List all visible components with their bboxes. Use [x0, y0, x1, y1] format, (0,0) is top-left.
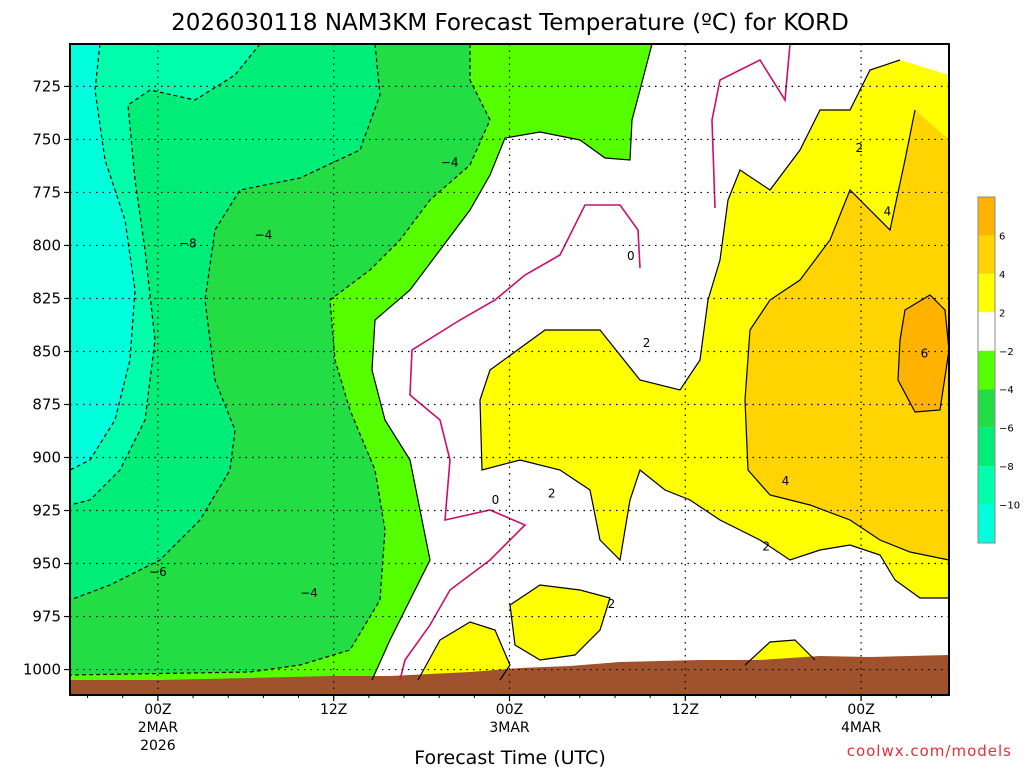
- field-band-6-8: [898, 295, 949, 412]
- contour-label: −8: [179, 236, 197, 250]
- temperature-field: [70, 44, 949, 695]
- field-band-minus12-minus10: [70, 44, 135, 470]
- color-bar-label: −6: [999, 424, 1014, 435]
- contour-minus8: [70, 44, 261, 506]
- y-tick-label: 750: [32, 130, 61, 148]
- color-bar-label: −8: [999, 462, 1014, 473]
- field-band-2-4-lower: [510, 585, 610, 660]
- x-tick-label: 12Z: [320, 702, 347, 718]
- contour-label-group: −8 −4 −4 −6 −4 0 2 0 2 2 4 2 2 4 6: [149, 141, 929, 611]
- color-bar-swatch: [978, 235, 995, 274]
- x-tick-label: 12Z: [672, 702, 699, 718]
- color-bar-swatch: [978, 273, 995, 313]
- contour-label: 2: [643, 336, 651, 350]
- color-bar-label: −10: [999, 501, 1020, 512]
- y-tick-label: 725: [32, 77, 61, 95]
- x-tick-label: 2026: [140, 738, 176, 754]
- contour-label: 2: [608, 597, 616, 611]
- color-bar-swatch: [978, 466, 995, 505]
- contour-zero: [399, 44, 791, 681]
- y-tick-label: 925: [32, 502, 61, 520]
- contour-label: −4: [441, 156, 459, 170]
- x-tick-label: 4MAR: [841, 720, 882, 736]
- contour-minus2: [371, 44, 653, 681]
- y-tick-label: 975: [32, 608, 61, 626]
- color-bar-label: 2: [999, 308, 1005, 319]
- contour-lines: [70, 44, 949, 681]
- field-band-4-6: [745, 110, 949, 560]
- color-bar-label: 6: [999, 231, 1005, 242]
- color-bar-swatch: [978, 197, 995, 236]
- contour-label: −4: [300, 586, 318, 600]
- y-tick-label: 850: [32, 342, 61, 360]
- contour-two-lower: [417, 584, 816, 681]
- x-tick-label: 00Z: [847, 702, 874, 718]
- y-tick-label: 800: [32, 236, 61, 254]
- contour-label: 2: [762, 540, 770, 554]
- contour-label: 2: [548, 487, 556, 501]
- color-bar: 6 4 2 −2 −4 −6 −8 −10: [977, 196, 1020, 544]
- x-tick-label: 00Z: [496, 702, 523, 718]
- contour-label: 0: [627, 249, 635, 263]
- y-tick-label: 900: [32, 449, 61, 467]
- contour-label: 4: [782, 474, 790, 488]
- contour-label: 2: [856, 141, 864, 155]
- color-bar-label: −2: [999, 347, 1014, 358]
- contour-label: −6: [149, 565, 167, 579]
- y-tick-label: 875: [32, 395, 61, 413]
- color-bar-label: −4: [999, 385, 1014, 396]
- y-tick-label: 950: [32, 555, 61, 573]
- y-tick-label: 775: [32, 183, 61, 201]
- contour-label: 0: [492, 493, 500, 507]
- chart-title: 2026030118 NAM3KM Forecast Temperature (…: [171, 10, 849, 36]
- contour-four: [744, 109, 949, 561]
- color-bar-swatch: [978, 350, 995, 390]
- field-band-minus8-minus6: [70, 44, 380, 600]
- contour-label: −4: [255, 228, 273, 242]
- color-bar-swatch: [978, 312, 995, 351]
- x-axis: 00Z 2MAR 2026 12Z 00Z 3MAR 12Z 00Z 4MAR: [87, 695, 932, 754]
- y-tick-label: 825: [32, 289, 61, 307]
- grid-lines: [70, 44, 949, 695]
- x-tick-label: 00Z: [144, 702, 171, 718]
- contour-six: [897, 294, 949, 413]
- x-tick-label: 2MAR: [138, 720, 179, 736]
- color-bar-frame: [977, 196, 996, 544]
- color-bar-swatch: [978, 504, 995, 543]
- contour-minus10: [70, 44, 136, 471]
- color-bar-label: 4: [999, 270, 1005, 281]
- field-band-2-4-surface: [418, 622, 510, 680]
- contour-minus6: [70, 44, 381, 601]
- color-bar-swatch: [978, 427, 995, 467]
- y-tick-label: 1000: [23, 661, 61, 679]
- x-tick-label: 3MAR: [489, 720, 530, 736]
- contour-label: 4: [884, 205, 892, 219]
- y-axis: 725 750 775 800 825 850 875 900 925 950 975 1000: [23, 77, 70, 679]
- color-bar-swatch: [978, 389, 995, 428]
- x-axis-label: Forecast Time (UTC): [414, 747, 605, 768]
- credit-text: coolwx.com/models: [847, 742, 1012, 760]
- contour-label: 6: [921, 347, 929, 361]
- contour-two: [479, 59, 949, 599]
